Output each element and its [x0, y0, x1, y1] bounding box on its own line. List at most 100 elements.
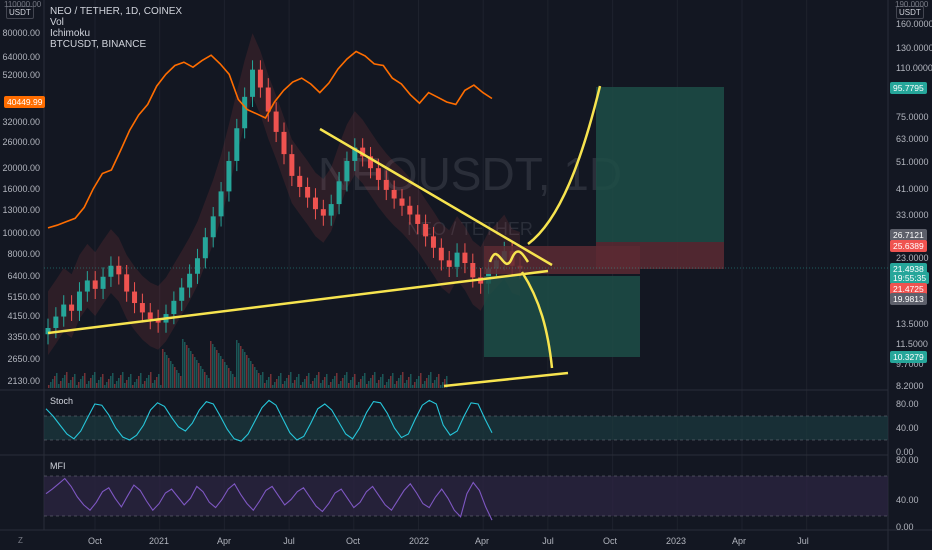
volume-bar: [210, 341, 212, 388]
time-axis[interactable]: Oct 2021 Apr Jul Oct 2022 Apr Jul Oct 2023 Apr Jul: [88, 536, 809, 546]
volume-bar: [336, 373, 338, 388]
volume-bar: [396, 381, 398, 388]
candle: [116, 265, 122, 275]
volume-bar: [58, 384, 60, 388]
candle: [360, 147, 366, 157]
volume-bar: [178, 373, 180, 388]
volume-bar: [326, 374, 328, 388]
volume-bar: [442, 382, 444, 388]
volume-bar: [436, 377, 438, 388]
volume-bar: [390, 376, 392, 388]
left-currency-badge[interactable]: USDT: [6, 6, 34, 19]
volume-bar: [238, 343, 240, 388]
volume-bar: [394, 384, 396, 388]
volume-bar: [372, 375, 374, 388]
volume-bar: [358, 382, 360, 388]
x-tick: Jul: [283, 536, 295, 546]
volume-bar: [230, 371, 232, 388]
volume-bar: [276, 379, 278, 388]
indicator-vol[interactable]: Vol: [50, 17, 64, 28]
volume-bar: [428, 375, 430, 388]
x-tick: Apr: [217, 536, 231, 546]
candle: [124, 274, 130, 292]
upper-trendline: [319, 127, 553, 267]
volume-bar: [84, 373, 86, 388]
stoch-line: [45, 399, 493, 442]
volume-bar: [202, 369, 204, 388]
candle: [415, 214, 421, 224]
volume-bar: [306, 376, 308, 388]
btc-line: [47, 50, 493, 229]
candle: [234, 128, 240, 161]
volume-bar: [362, 376, 364, 388]
volume-bar: [330, 382, 332, 388]
left-tick: 10000.00: [2, 228, 40, 238]
volume-bar: [408, 377, 410, 388]
volume-bar: [346, 372, 348, 388]
volume-bar: [232, 374, 234, 388]
left-tick: 2130.00: [7, 376, 40, 386]
right-tick: 75.0000: [896, 112, 929, 122]
volume-bar: [198, 363, 200, 388]
right-currency-badge[interactable]: USDT: [896, 6, 924, 19]
volume-bar: [118, 378, 120, 388]
volume-bar: [248, 358, 250, 388]
right-tick: 110.0000: [896, 63, 932, 73]
mfi-title[interactable]: MFI: [50, 461, 66, 471]
mfi-tick: 40.00: [896, 495, 919, 505]
symbol-title[interactable]: NEO / TETHER, 1D, COINEX: [50, 6, 183, 17]
candle: [139, 303, 145, 313]
volume-bar: [234, 377, 236, 388]
volume-bar: [214, 347, 216, 388]
volume-bar: [244, 352, 246, 388]
volume-bar: [124, 383, 126, 388]
volume-bar: [60, 381, 62, 388]
price-tag: 10.3279: [890, 351, 927, 363]
left-top-tick: 110000.00: [4, 0, 42, 9]
indicator-ichimoku[interactable]: Ichimoku: [50, 28, 91, 39]
candle: [430, 236, 436, 248]
volume-bar: [314, 378, 316, 388]
candle: [289, 154, 295, 176]
volume-bar: [92, 375, 94, 388]
volume-bar: [350, 380, 352, 388]
volume-bar: [296, 377, 298, 388]
volume-bar: [288, 375, 290, 388]
candle: [92, 280, 98, 289]
volume-bar: [186, 345, 188, 388]
stoch-title[interactable]: Stoch: [50, 396, 74, 406]
candle: [344, 160, 350, 182]
volume-bar: [360, 379, 362, 388]
x-tick: Oct: [603, 536, 618, 546]
left-axis: 80000.00 64000.00 52000.00 32000.00 26000.00…: [2, 28, 40, 386]
volume-bar: [222, 359, 224, 388]
volume-bar: [122, 372, 124, 388]
volume-bar: [180, 376, 182, 388]
volume-bar: [208, 378, 210, 388]
candle: [470, 263, 476, 278]
candle: [171, 300, 177, 315]
volume-bar: [258, 373, 260, 388]
volume-bar: [148, 375, 150, 388]
volume-bar: [434, 380, 436, 388]
wave-curve: [488, 250, 530, 266]
lower-trendline: [47, 269, 549, 335]
indicator-btc[interactable]: BTCUSDT, BINANCE: [50, 39, 147, 50]
volume-bar: [88, 381, 90, 388]
volume-bar: [54, 376, 56, 388]
volume-bar: [240, 346, 242, 388]
candle: [391, 189, 397, 199]
volume-bar: [284, 381, 286, 388]
volume-bar: [212, 344, 214, 388]
left-tick: 52000.00: [2, 70, 40, 80]
chart-legend: NEO / TETHER, 1D, COINEX Vol Ichimoku BT…: [50, 6, 182, 50]
volume-bar: [376, 383, 378, 388]
volume-bar: [418, 376, 420, 388]
volume-bar: [132, 385, 134, 388]
left-tick: 26000.00: [2, 137, 40, 147]
left-tick: 5150.00: [7, 292, 40, 302]
candle: [352, 147, 358, 161]
timezone-button[interactable]: Z: [18, 536, 23, 545]
volume-bar: [286, 378, 288, 388]
right-tick: 11.5000: [896, 339, 928, 349]
